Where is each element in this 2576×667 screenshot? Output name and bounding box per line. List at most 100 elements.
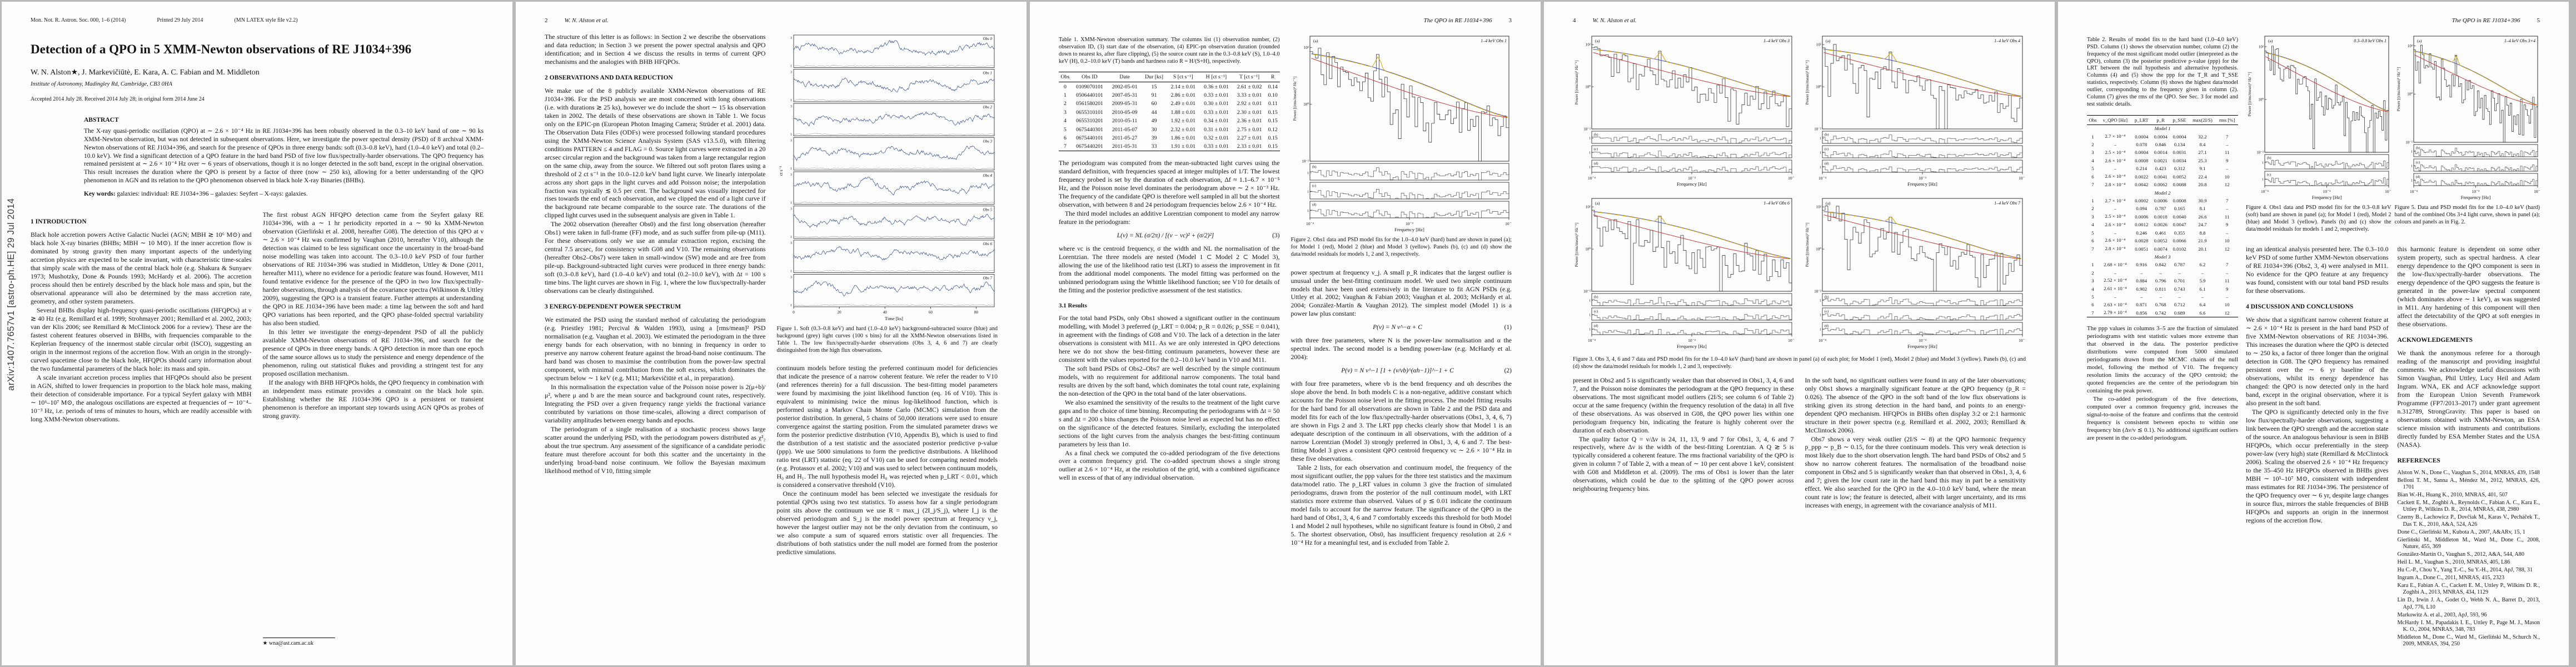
svg-text:10⁻²: 10⁻² — [1583, 290, 1591, 294]
table-cell: 2 — [2091, 206, 2094, 212]
table-cell: 0655310201 — [1075, 118, 1103, 125]
table-cell: 0.0008 — [2173, 198, 2186, 204]
table-row: 4 2.61 × 10⁻⁴ 0.902 0.811 0.743 6.1 9 — [2087, 285, 2238, 293]
table-header-row: Obs ν_QPO [Hz] p_LRT p_R p_SSE max(2I/S) rms [… — [2087, 115, 2238, 125]
table-cell: 2.30 ± 0.01 — [1237, 109, 1262, 116]
table-cell: 33 — [1151, 143, 1157, 150]
table-cell: 2 — [2091, 270, 2094, 276]
table-cell: 0.15 — [1268, 118, 1278, 125]
table-cell: 0.0028 — [2135, 237, 2149, 243]
table-cell: 0.14 — [1268, 83, 1278, 90]
table-cell: – — [2225, 270, 2229, 276]
table-cell: 2002-05-01 — [1112, 83, 1138, 90]
reference-item: Bian W.-H., Huang K., 2010, MNRAS, 401, … — [2397, 492, 2508, 499]
table-cell: 0675440201 — [1075, 143, 1103, 150]
svg-text:Obs 3: Obs 3 — [983, 140, 992, 144]
table-cell: 0.15 — [1268, 109, 1278, 116]
table-cell: 7 — [2225, 262, 2229, 268]
reference-item: Heil L. M., Vaughan S., 2010, MNRAS, 405… — [2397, 559, 2510, 565]
table-cell: 12 — [2224, 246, 2230, 252]
svg-text:1: 1 — [1820, 313, 1821, 317]
table-cell: 10 — [2224, 173, 2230, 180]
figure-3-psd-plot-obs4: 10² 10⁰ 10⁻² (a) 1–4 keV Obs 4 Power [(rms/me… — [1805, 36, 2025, 187]
equation-body: P(ν) = N ν^−1 [1 + (ν/νb)^(αh−1)]^−1 + C — [1341, 367, 1454, 375]
reference-list: Alston W. N., Done C., Vaughan S., 2014,… — [2398, 470, 2540, 646]
svg-text:10⁻³: 10⁻³ — [1688, 338, 1696, 343]
svg-text:(d): (d) — [1825, 324, 1829, 328]
svg-text:3: 3 — [790, 242, 792, 245]
figure-1-light-curves-plot: Obs 0 1 3 Obs 1 1 3 Obs 2 1 3 Obs 3 1 3 Obs 4 1 3 Obs 5… — [779, 34, 994, 321]
table-cell: 7 — [2225, 133, 2229, 140]
table-cell: 0.902 — [2136, 286, 2148, 292]
svg-text:(d): (d) — [1825, 162, 1829, 166]
table-cell: 0.0014 — [2154, 150, 2168, 156]
figure-3-panel-obs3: 10² 10⁰ 10⁻² (a) 1–4 keV Obs 3 Power [(rms/me… — [1573, 33, 1796, 187]
svg-text:10⁻²: 10⁻² — [2534, 189, 2540, 194]
table-cell: – — [2201, 270, 2204, 276]
reference-item: Ingram A., Done C., 2011, MNRAS, 415, 23… — [2397, 574, 2505, 581]
paragraph: present in Obs2 and 5 is significantly w… — [1573, 376, 1794, 434]
keywords-label: Key words: — [84, 191, 116, 198]
svg-text:10⁻⁴: 10⁻⁴ — [2409, 189, 2417, 194]
svg-text:(c): (c) — [1825, 310, 1828, 313]
running-title: W. N. Alston et al. — [1592, 17, 1637, 24]
column-header: T [ct s⁻¹] — [1233, 72, 1266, 83]
table-cell: 0.33 ± 0.01 — [1204, 143, 1229, 150]
table-cell: 0.32 ± 0.01 — [1204, 135, 1229, 141]
table-cell: 8.4 — [2199, 142, 2206, 148]
svg-text:10⁻³: 10⁻³ — [2323, 189, 2331, 194]
table-cell: 2.5 × 10⁻⁴ — [2105, 149, 2126, 155]
table-cell: 0.0002 — [2135, 198, 2149, 204]
table-cell: 0.33 ± 0.01 — [1204, 109, 1229, 116]
table-cell: 2.27 ± 0.01 — [1237, 135, 1262, 141]
table-cell: 0.884 — [2136, 277, 2148, 283]
svg-text:10⁰: 10⁰ — [2407, 92, 2413, 97]
svg-text:Power [(rms/mean)² Hz⁻¹]: Power [(rms/mean)² Hz⁻¹] — [1574, 61, 1579, 105]
svg-text:(c): (c) — [2267, 173, 2271, 177]
figure-3-psd-plot-obs7: 10² 10⁰ 10⁻² (a) 1–4 keV Obs 7 Power [(rms/me… — [1805, 198, 2025, 349]
table-cell: – — [2159, 270, 2162, 276]
figures-4-5: 10² 10⁰ 10⁻² (a) 0.3–0.8 keV Obs 1 Power [(rm… — [2246, 33, 2540, 243]
figure-4-caption: Figure 4. Obs1 data and PSD model fits f… — [2246, 205, 2391, 232]
table-cell: 2.7 × 10⁻⁴ — [2105, 133, 2126, 140]
svg-text:(b): (b) — [2267, 156, 2271, 160]
table-cell: 22.4 — [2198, 173, 2207, 180]
table-row: 7 2.8 × 10⁻⁴ 0.0042 0.0062 0.0088 20.8 12 — [2087, 181, 2238, 189]
svg-text:(d): (d) — [1594, 162, 1598, 166]
table-cell: 2 — [2091, 142, 2094, 148]
column-left: The structure of this letter is as follo… — [545, 33, 766, 646]
svg-text:1: 1 — [1820, 166, 1821, 169]
svg-text:1: 1 — [1820, 137, 1821, 140]
svg-text:Frequency [Hz]: Frequency [Hz] — [1394, 227, 1424, 232]
svg-text:3: 3 — [790, 71, 792, 74]
svg-text:1: 1 — [790, 236, 792, 239]
figure-3-panel-obs6: 10² 10⁰ 10⁻² (a) 1–4 keV Obs 6 Power [(rms/me… — [1573, 195, 1796, 350]
table-cell: 0.0018 — [2154, 213, 2168, 220]
svg-text:3: 3 — [790, 173, 792, 177]
svg-text:1: 1 — [2411, 179, 2413, 182]
svg-text:Frequency [Hz]: Frequency [Hz] — [1907, 344, 1937, 349]
table-cell: 0.246 — [2136, 230, 2148, 236]
table-cell: 0.0041 — [2154, 173, 2168, 180]
svg-text:Frequency [Hz]: Frequency [Hz] — [1677, 344, 1707, 349]
table-cell: 0.15 — [1268, 143, 1278, 150]
table-cell: 2.61 ± 0.02 — [1237, 83, 1262, 90]
svg-text:Power [(rms/mean)² Hz⁻¹]: Power [(rms/mean)² Hz⁻¹] — [1805, 223, 1810, 267]
svg-text:(b): (b) — [1594, 295, 1598, 299]
svg-text:10⁻²: 10⁻² — [2405, 141, 2413, 145]
page-5: The QPO in RE J1034+396 5 Table 2. Resul… — [2058, 2, 2569, 665]
svg-text:60: 60 — [928, 310, 933, 315]
table-row: 7 2.8 × 10⁻⁴ 0.0051 0.0074 0.0102 20.1 12 — [2087, 245, 2238, 253]
svg-text:1: 1 — [2411, 150, 2413, 153]
table-cell: 44 — [1151, 109, 1157, 116]
table-row: 2 – – – – – – — [2087, 269, 2238, 277]
svg-text:3: 3 — [790, 105, 792, 108]
table-cell: 5 — [2091, 230, 2094, 236]
table-cell: 4 — [2091, 222, 2094, 228]
table-cell: 0.0040 — [2173, 213, 2186, 220]
svg-text:10⁻³: 10⁻³ — [1688, 176, 1696, 181]
table-cell: 0.0062 — [2154, 182, 2168, 188]
table-cell: 0.0052 — [2154, 237, 2168, 243]
table-cell: – — [2178, 293, 2181, 300]
running-head: The QPO in RE J1034+396 5 — [2087, 17, 2540, 24]
